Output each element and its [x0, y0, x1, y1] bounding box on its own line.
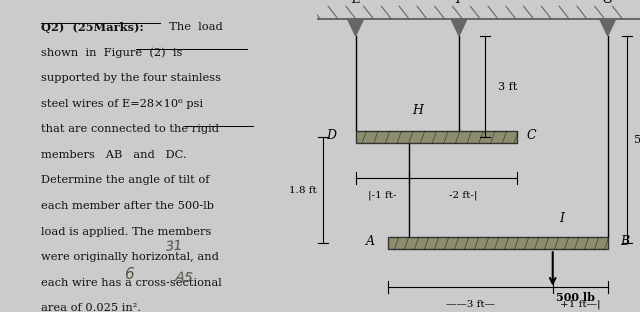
Text: |-1 ft-: |-1 ft- — [368, 190, 397, 200]
Text: E: E — [351, 0, 360, 6]
Text: 1.8 ft: 1.8 ft — [289, 186, 317, 195]
Text: that are connected to the rigid: that are connected to the rigid — [41, 124, 219, 134]
Polygon shape — [451, 19, 467, 36]
Text: each wire has a cross-sectional: each wire has a cross-sectional — [41, 278, 222, 288]
Text: H: H — [413, 104, 424, 117]
Text: D: D — [326, 129, 336, 142]
Text: ——3 ft—: ——3 ft— — [446, 300, 495, 309]
Text: 31: 31 — [164, 239, 184, 254]
Text: members   AB   and   DC.: members AB and DC. — [41, 150, 187, 160]
Text: The  load: The load — [161, 22, 222, 32]
Text: each member after the 500-lb: each member after the 500-lb — [41, 201, 214, 211]
Text: A5: A5 — [174, 270, 194, 285]
Polygon shape — [348, 19, 364, 36]
Bar — [356, 131, 517, 143]
Polygon shape — [600, 19, 616, 36]
Bar — [388, 237, 608, 249]
Text: Determine the angle of tilt of: Determine the angle of tilt of — [41, 175, 210, 185]
Text: were originally horizontal, and: were originally horizontal, and — [41, 252, 219, 262]
Text: I: I — [559, 212, 564, 225]
Text: shown  in  Figure  (2)  is: shown in Figure (2) is — [41, 47, 182, 58]
Text: F: F — [454, 0, 463, 6]
Text: 3 ft: 3 ft — [498, 81, 517, 92]
Text: area of 0.025 in².: area of 0.025 in². — [41, 303, 141, 312]
Text: 5 ft: 5 ft — [634, 134, 640, 145]
Text: 500 lb: 500 lb — [556, 292, 595, 303]
Text: 6: 6 — [124, 267, 133, 282]
Text: +1 ft—|: +1 ft—| — [560, 300, 600, 309]
Text: -2 ft-|: -2 ft-| — [449, 190, 477, 200]
Text: C: C — [527, 129, 536, 142]
Text: Q2)  (25Marks):: Q2) (25Marks): — [41, 22, 144, 33]
Text: B: B — [621, 235, 630, 248]
Text: steel wires of E=28×10⁶ psi: steel wires of E=28×10⁶ psi — [41, 99, 204, 109]
Text: load is applied. The members: load is applied. The members — [41, 227, 212, 236]
Text: A: A — [366, 235, 375, 248]
Text: supported by the four stainless: supported by the four stainless — [41, 73, 221, 83]
Text: G: G — [603, 0, 612, 6]
